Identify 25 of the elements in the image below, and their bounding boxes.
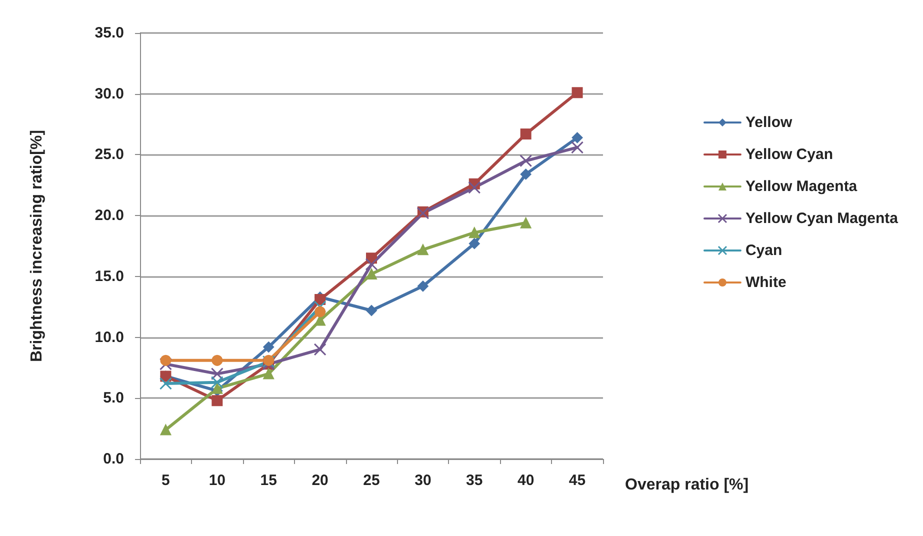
x-tick-label: 35 (466, 472, 483, 489)
y-axis-title: Brightness increasing ratio[%] (28, 130, 46, 362)
y-tick-label: 35.0 (94, 24, 124, 42)
x-tick-label: 20 (312, 472, 328, 489)
x-axis-title: Overap ratio [%] (625, 476, 749, 494)
x-tick-label: 15 (260, 472, 277, 489)
y-tick-label: 5.0 (103, 390, 124, 407)
legend-label: Yellow (745, 114, 792, 131)
y-tick-label: 25.0 (94, 146, 124, 164)
legend-label: Yellow Magenta (745, 178, 858, 195)
y-tick-label: 30.0 (94, 85, 124, 102)
legend-label: Yellow Cyan Magenta (745, 210, 899, 227)
legend-label: White (745, 274, 786, 291)
x-tick-label: 10 (208, 472, 226, 489)
x-tick-label: 5 (162, 472, 170, 489)
x-tick-label: 25 (363, 472, 380, 489)
y-tick-label: 15.0 (94, 268, 124, 285)
y-tick-label: 0.0 (103, 450, 124, 468)
y-tick-label: 20.0 (94, 207, 124, 224)
legend-label: Cyan (745, 242, 782, 259)
x-tick-label: 30 (414, 472, 432, 489)
x-tick-label: 40 (517, 472, 534, 489)
y-tick-label: 10.0 (94, 328, 124, 346)
legend-label: Yellow Cyan (745, 146, 834, 163)
x-tick-label: 45 (568, 472, 586, 489)
